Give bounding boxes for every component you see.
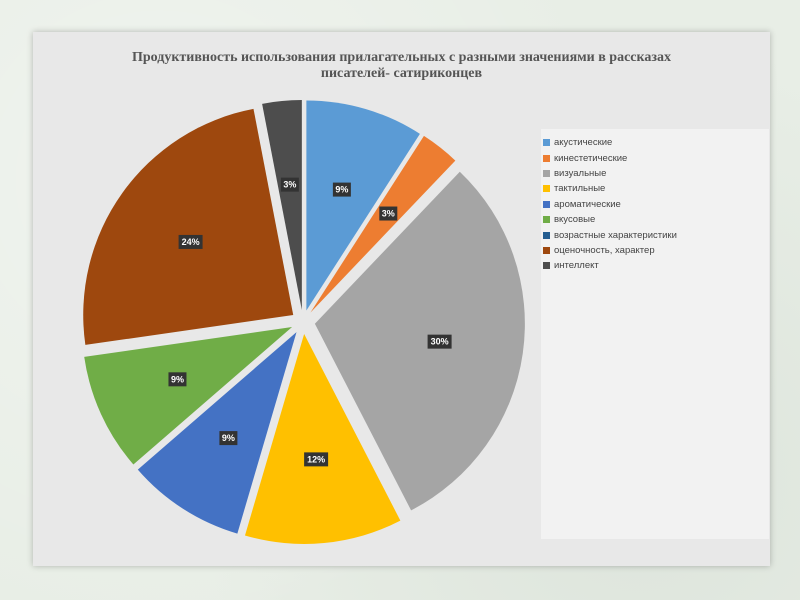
data-label-box-8 [178,234,203,249]
data-label-box-1 [332,182,351,197]
legend-label: визуальные [554,167,607,179]
legend-label: возрастные характеристики [554,229,677,241]
data-label-box-9 [280,177,299,192]
pie-slice-3 [314,171,525,511]
pie-slice-6 [84,326,293,465]
data-label-3: 30% [431,337,449,347]
legend-item-6: вкусовые [543,212,763,227]
chart-title: Продуктивность использования прилагатель… [33,50,770,82]
legend-swatch [543,139,550,147]
legend-label: вкусовые [554,214,596,226]
legend-item-9: интеллект [543,258,763,273]
legend-panel [541,129,769,539]
legend-item-1: акустические [543,135,763,150]
legend-label: интеллект [554,260,599,272]
pie-slice-2 [310,135,456,313]
chart-title-line-1: Продуктивность использования прилагатель… [131,50,671,65]
legend-swatch [543,216,550,224]
legend-swatch [543,246,550,254]
legend-swatch [543,154,550,162]
chart-title-line-2: писателей- сатириконцев [320,66,483,81]
legend-swatch [543,169,550,177]
data-label-box-6 [168,372,187,387]
data-label-2: 3% [382,209,395,219]
legend-swatch [543,262,550,270]
data-label-5: 9% [222,433,235,443]
pie-slice-1 [306,100,420,311]
data-label-box-5 [219,431,238,446]
data-label-box-3 [427,334,452,349]
pie-slice-5 [137,332,297,534]
data-label-box-4 [304,452,329,467]
data-label-8: 24% [182,237,200,247]
legend-label: тактильные [554,183,606,195]
legend-swatch [543,231,550,239]
legend-item-5: ароматические [543,197,763,212]
legend-label: ароматические [554,198,621,210]
data-label-9: 3% [283,180,296,190]
data-label-box-2 [379,206,398,221]
pie-chart: 9% 3% 30% 12% 9% 9% 24% 3% [83,100,525,544]
data-label-6: 9% [171,374,184,384]
data-label-1: 9% [335,185,348,195]
legend-swatch [543,185,550,193]
legend-item-7: возрастные характеристики [543,227,763,242]
legend-label: кинестетические [554,152,628,164]
legend-item-3: визуальные [543,166,763,181]
legend-item-8: оценочность, характер [543,243,763,258]
data-label-4: 12% [307,454,325,464]
legend-label: оценочность, характер [554,244,655,256]
legend-swatch [543,200,550,208]
legend-label: акустические [554,137,613,149]
chart-slide: Продуктивность использования прилагатель… [33,32,770,566]
chart-legend: акустические кинестетические визуальные так… [543,135,763,274]
pie-slice-4 [244,333,401,544]
pie-slice-8 [83,108,294,345]
pie-slice-9 [262,100,302,311]
legend-item-2: кинестетические [543,150,763,165]
legend-item-4: тактильные [543,181,763,196]
